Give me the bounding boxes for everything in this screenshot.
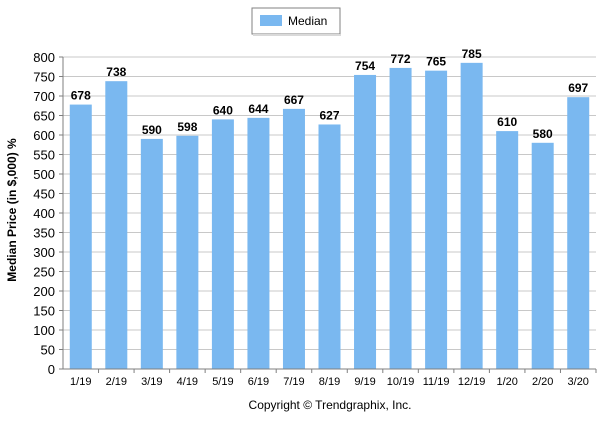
y-axis-title: Median Price (in $,000) % — [5, 138, 19, 282]
y-tick-label: 700 — [33, 89, 55, 104]
y-tick-label: 550 — [33, 148, 55, 163]
bar-5-19 — [211, 119, 234, 370]
y-tick-label: 750 — [33, 70, 55, 85]
data-label: 590 — [142, 123, 162, 137]
bar-1-20 — [496, 131, 519, 369]
bar-3-19 — [140, 138, 163, 369]
y-tick-label: 50 — [41, 343, 55, 358]
data-label: 678 — [71, 89, 91, 103]
bar-4-19 — [176, 135, 199, 369]
x-tick-label: 6/19 — [248, 376, 269, 388]
data-label: 754 — [355, 59, 375, 73]
data-label: 785 — [462, 47, 482, 61]
x-tick-label: 4/19 — [177, 376, 198, 388]
legend[interactable]: Median — [251, 7, 341, 36]
data-label: 640 — [213, 103, 233, 117]
y-tick-label: 0 — [48, 362, 55, 377]
x-tick-label: 2/19 — [106, 376, 127, 388]
bar-9-19 — [354, 74, 377, 369]
y-tick-label: 250 — [33, 265, 55, 280]
y-tick-label: 100 — [33, 323, 55, 338]
data-label: 697 — [568, 81, 588, 95]
data-label: 580 — [533, 127, 553, 141]
bar-6-19 — [247, 117, 270, 369]
bar-2-20 — [531, 142, 554, 369]
x-tick-label: 5/19 — [212, 376, 233, 388]
y-tick-label: 800 — [33, 50, 55, 65]
x-tick-label: 2/20 — [532, 376, 553, 388]
data-label: 598 — [177, 120, 197, 134]
bar-1-19 — [69, 104, 92, 369]
x-tick-label: 8/19 — [319, 376, 340, 388]
y-tick-label: 450 — [33, 187, 55, 202]
bar-7-19 — [282, 108, 305, 370]
x-tick-label: 12/19 — [458, 376, 486, 388]
y-tick-label: 300 — [33, 245, 55, 260]
y-tick-label: 650 — [33, 109, 55, 124]
legend-shadow — [253, 34, 341, 36]
data-label: 667 — [284, 93, 304, 107]
bar-2-19 — [105, 81, 128, 370]
data-label: 627 — [319, 108, 339, 122]
y-tick-label: 500 — [33, 167, 55, 182]
y-tick-label: 600 — [33, 128, 55, 143]
x-tick-label: 1/19 — [70, 376, 91, 388]
x-tick-label: 11/19 — [423, 376, 450, 388]
x-tick-label: 3/20 — [568, 376, 589, 388]
bar-11-19 — [425, 70, 448, 370]
x-tick-label: 10/19 — [387, 376, 415, 388]
y-tick-label: 350 — [33, 226, 55, 241]
data-label: 644 — [248, 102, 268, 116]
copyright-text: Copyright © Trendgraphix, Inc. — [249, 398, 412, 412]
data-label: 765 — [426, 55, 446, 69]
bar-3-20 — [567, 97, 590, 370]
y-tick-label: 200 — [33, 284, 55, 299]
x-axis: 1/19 2/19 3/19 4/19 5/19 6/19 7/19 8/19 9/19 10/1… — [63, 368, 597, 388]
bar-10-19 — [389, 67, 412, 370]
x-tick-label: 3/19 — [141, 376, 162, 388]
x-tick-label: 9/19 — [354, 376, 375, 388]
x-tick-label: 7/19 — [283, 376, 304, 388]
legend-label-median: Median — [288, 14, 327, 28]
y-axis: 0 50 100 150 200 250 300 350 400 450 500 550 600 650 7… — [33, 50, 64, 377]
data-label: 772 — [391, 52, 411, 66]
bar-12-19 — [460, 62, 483, 369]
data-label: 610 — [497, 115, 517, 129]
legend-swatch-median — [260, 15, 282, 26]
data-labels: 678 738 590 598 640 644 667 627 754 772 765 785 610 5… — [71, 47, 589, 141]
bar-8-19 — [318, 124, 341, 369]
x-tick-label: 1/20 — [496, 376, 517, 388]
y-tick-label: 400 — [33, 206, 55, 221]
data-label: 738 — [106, 65, 126, 79]
bars — [69, 62, 590, 370]
y-tick-label: 150 — [33, 304, 55, 319]
